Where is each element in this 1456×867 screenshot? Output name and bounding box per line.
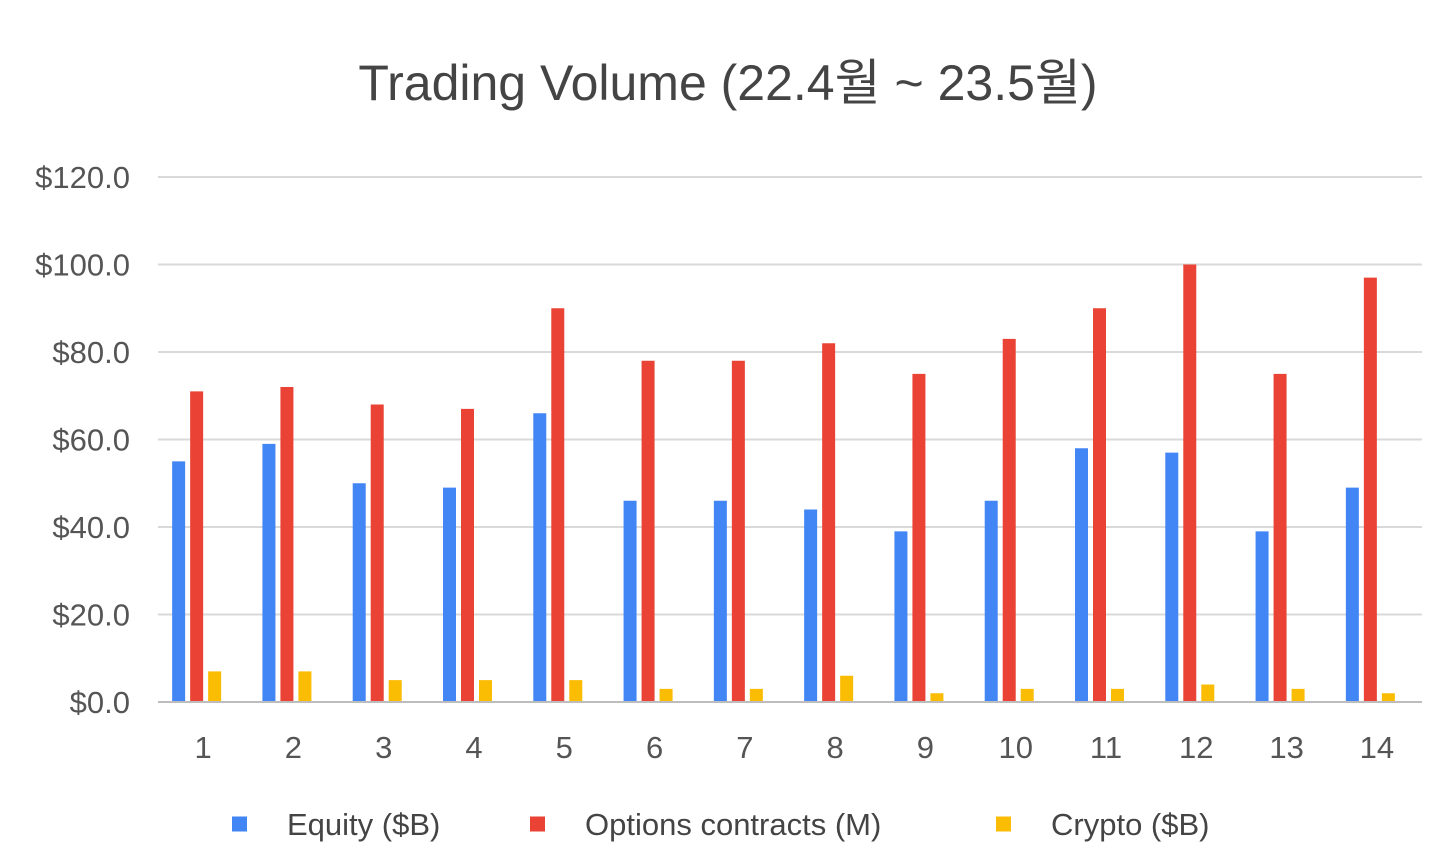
- x-tick-label: 6: [646, 730, 663, 765]
- bar: [659, 688, 673, 702]
- bar: [479, 680, 492, 702]
- bar: [298, 671, 312, 702]
- legend-label: Equity ($B): [287, 807, 440, 842]
- y-tick-label: $80.0: [52, 335, 130, 370]
- bar: [984, 500, 998, 702]
- bar: [443, 487, 456, 702]
- bar: [370, 404, 384, 702]
- bar: [1363, 277, 1377, 702]
- bar: [1381, 693, 1395, 702]
- bar: [208, 671, 222, 702]
- bar: [1201, 684, 1215, 702]
- bar: [1273, 373, 1287, 702]
- bar: [262, 443, 276, 702]
- x-tick-label: 10: [998, 730, 1032, 765]
- bar: [930, 693, 944, 702]
- x-tick-label: 8: [827, 730, 844, 765]
- legend-swatch: [996, 816, 1011, 832]
- bar: [388, 680, 402, 702]
- bar: [1075, 448, 1088, 702]
- y-axis-tick-labels: $0.0 $20.0 $40.0 $60.0 $80.0 $100.0 $120.0: [35, 160, 130, 720]
- bar: [1165, 452, 1179, 702]
- chart-title: Trading Volume (22.4월 ~ 23.5월): [358, 55, 1097, 111]
- x-tick-label: 4: [465, 730, 482, 765]
- bar: [804, 509, 818, 702]
- bar: [1002, 338, 1016, 702]
- y-tick-label: $40.0: [52, 510, 130, 545]
- x-tick-label: 11: [1090, 730, 1122, 765]
- bars: [172, 264, 1395, 702]
- bar: [641, 360, 655, 702]
- bar: [1093, 308, 1106, 702]
- bar: [569, 680, 583, 702]
- bar: [352, 483, 366, 702]
- bar: [822, 343, 836, 702]
- bar: [1111, 688, 1124, 702]
- bar: [461, 408, 474, 702]
- bar: [1345, 487, 1359, 702]
- x-tick-label: 3: [375, 730, 392, 765]
- bar: [840, 675, 854, 702]
- bar: [749, 688, 763, 702]
- y-tick-label: $120.0: [35, 160, 130, 195]
- legend-swatch: [232, 816, 247, 832]
- gridlines: [158, 176, 1422, 616]
- x-tick-label: 2: [285, 730, 302, 765]
- x-tick-label: 9: [917, 730, 934, 765]
- legend-label: Crypto ($B): [1051, 807, 1209, 842]
- y-tick-label: $100.0: [35, 248, 130, 283]
- bar: [172, 461, 186, 702]
- bar: [280, 387, 294, 702]
- x-axis-tick-labels: 1 2 3 4 5 6 7 8 9 10 11 12 13 14: [195, 730, 1395, 765]
- x-tick-label: 1: [195, 730, 212, 765]
- y-tick-label: $60.0: [52, 423, 130, 458]
- bar: [190, 391, 204, 702]
- x-tick-label: 7: [736, 730, 753, 765]
- bar: [894, 531, 908, 702]
- bar: [1291, 688, 1305, 702]
- x-tick-label: 12: [1179, 730, 1213, 765]
- legend-swatch: [530, 816, 545, 832]
- bar: [533, 413, 547, 702]
- bar: [1020, 688, 1034, 702]
- bar: [912, 373, 926, 702]
- legend: Equity ($B) Options contracts (M) Crypto (…: [232, 807, 1209, 842]
- bar: [713, 500, 727, 702]
- y-tick-label: $0.0: [70, 685, 130, 720]
- bar: [551, 308, 565, 702]
- bar: [731, 360, 745, 702]
- bar: [1255, 531, 1269, 702]
- x-tick-label: 13: [1269, 730, 1303, 765]
- x-tick-label: 14: [1360, 730, 1394, 765]
- bar: [1183, 264, 1197, 702]
- x-tick-label: 5: [556, 730, 573, 765]
- bar: [623, 500, 637, 702]
- y-tick-label: $20.0: [52, 598, 130, 633]
- legend-label: Options contracts (M): [585, 807, 881, 842]
